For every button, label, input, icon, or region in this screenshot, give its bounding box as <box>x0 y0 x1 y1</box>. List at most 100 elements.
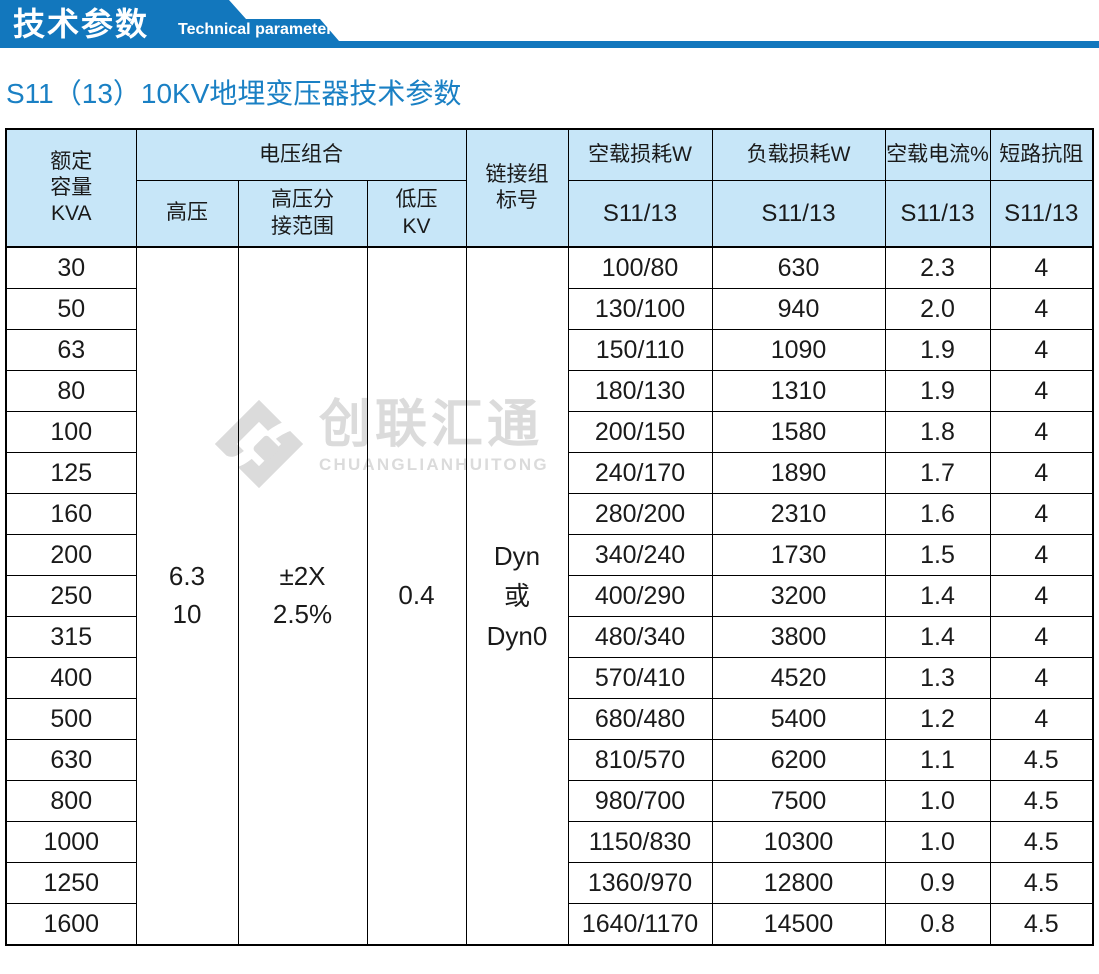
header-series-no-load-current: S11/13 <box>884 180 991 248</box>
capacity-cell: 1600 <box>5 903 137 946</box>
page-subtitle: S11（13）10KV地埋变压器技术参数 <box>6 78 462 109</box>
impedance-cell: 4 <box>989 575 1094 617</box>
table-row: 400 570/410 4520 1.3 4 <box>5 657 1094 699</box>
impedance-cell: 4 <box>989 698 1094 740</box>
impedance-cell: 4 <box>989 534 1094 576</box>
no-load-current-cell: 0.8 <box>884 903 991 946</box>
no-load-loss-cell: 100/80 <box>567 246 713 289</box>
load-loss-cell: 1310 <box>711 370 886 412</box>
table-row: 125 240/170 1890 1.7 4 <box>5 452 1094 494</box>
no-load-loss-cell: 680/480 <box>567 698 713 740</box>
impedance-cell: 4 <box>989 370 1094 412</box>
no-load-loss-cell: 570/410 <box>567 657 713 699</box>
load-loss-cell: 3200 <box>711 575 886 617</box>
header-rated-capacity: 额定 容量 KVA <box>5 128 137 248</box>
header-series-load-loss: S11/13 <box>711 180 886 248</box>
no-load-current-cell: 1.5 <box>884 534 991 576</box>
impedance-cell: 4.5 <box>989 780 1094 822</box>
load-loss-cell: 1580 <box>711 411 886 453</box>
vector-group-cell: Dyn 或 Dyn0 <box>465 246 569 946</box>
capacity-cell: 63 <box>5 329 137 371</box>
capacity-cell: 250 <box>5 575 137 617</box>
no-load-current-cell: 1.4 <box>884 616 991 658</box>
no-load-loss-cell: 150/110 <box>567 329 713 371</box>
hv-tap-range-cell: ±2X 2.5% <box>237 246 368 946</box>
banner-title-en: Technical parameter <box>178 21 333 38</box>
no-load-current-cell: 1.9 <box>884 370 991 412</box>
capacity-cell: 160 <box>5 493 137 535</box>
no-load-loss-cell: 280/200 <box>567 493 713 535</box>
table-row: 160 280/200 2310 1.6 4 <box>5 493 1094 535</box>
capacity-cell: 500 <box>5 698 137 740</box>
high-voltage-cell: 6.3 10 <box>135 246 239 946</box>
table-row: 1000 1150/830 10300 1.0 4.5 <box>5 821 1094 863</box>
no-load-loss-cell: 980/700 <box>567 780 713 822</box>
load-loss-cell: 14500 <box>711 903 886 946</box>
no-load-loss-cell: 1640/1170 <box>567 903 713 946</box>
load-loss-cell: 630 <box>711 246 886 289</box>
impedance-cell: 4.5 <box>989 903 1094 946</box>
load-loss-cell: 3800 <box>711 616 886 658</box>
no-load-current-cell: 1.0 <box>884 821 991 863</box>
no-load-loss-cell: 340/240 <box>567 534 713 576</box>
no-load-loss-cell: 810/570 <box>567 739 713 781</box>
no-load-current-cell: 1.8 <box>884 411 991 453</box>
low-voltage-cell: 0.4 <box>366 246 467 946</box>
load-loss-cell: 1890 <box>711 452 886 494</box>
no-load-current-cell: 1.0 <box>884 780 991 822</box>
impedance-cell: 4.5 <box>989 862 1094 904</box>
capacity-cell: 1000 <box>5 821 137 863</box>
header-vector-group: 链接组 标号 <box>465 128 569 248</box>
impedance-cell: 4 <box>989 616 1094 658</box>
table-row: 800 980/700 7500 1.0 4.5 <box>5 780 1094 822</box>
parameters-table: 额定 容量 KVA 电压组合 链接组 标号 空载损耗W 负载损耗W 空载电流% … <box>5 128 1095 946</box>
capacity-cell: 50 <box>5 288 137 330</box>
no-load-loss-cell: 130/100 <box>567 288 713 330</box>
table-row: 315 480/340 3800 1.4 4 <box>5 616 1094 658</box>
no-load-current-cell: 1.2 <box>884 698 991 740</box>
impedance-cell: 4 <box>989 493 1094 535</box>
table-row: 630 810/570 6200 1.1 4.5 <box>5 739 1094 781</box>
table-row: 1250 1360/970 12800 0.9 4.5 <box>5 862 1094 904</box>
table-row: 100 200/150 1580 1.8 4 <box>5 411 1094 453</box>
header-load-loss: 负载损耗W <box>711 128 886 181</box>
capacity-cell: 80 <box>5 370 137 412</box>
impedance-cell: 4 <box>989 246 1094 289</box>
load-loss-cell: 1090 <box>711 329 886 371</box>
no-load-current-cell: 1.6 <box>884 493 991 535</box>
no-load-current-cell: 1.7 <box>884 452 991 494</box>
load-loss-cell: 7500 <box>711 780 886 822</box>
no-load-current-cell: 2.0 <box>884 288 991 330</box>
impedance-cell: 4 <box>989 329 1094 371</box>
banner-title-zh: 技术参数 <box>13 6 150 42</box>
header-voltage-combination: 电压组合 <box>135 128 467 181</box>
no-load-loss-cell: 1360/970 <box>567 862 713 904</box>
header-high-voltage: 高压 <box>135 180 239 248</box>
header-series-impedance: S11/13 <box>989 180 1094 248</box>
load-loss-cell: 12800 <box>711 862 886 904</box>
table-body: 30 6.3 10 ±2X 2.5% 0.4 Dyn 或 Dyn0 100/80 630 2.… <box>5 246 1094 946</box>
no-load-loss-cell: 240/170 <box>567 452 713 494</box>
capacity-cell: 800 <box>5 780 137 822</box>
impedance-cell: 4 <box>989 452 1094 494</box>
no-load-loss-cell: 200/150 <box>567 411 713 453</box>
no-load-current-cell: 0.9 <box>884 862 991 904</box>
header-short-circuit-impedance: 短路抗阻 <box>989 128 1094 181</box>
table-row: 50 130/100 940 2.0 4 <box>5 288 1094 330</box>
table-row: 63 150/110 1090 1.9 4 <box>5 329 1094 371</box>
table-row: 1600 1640/1170 14500 0.8 4.5 <box>5 903 1094 946</box>
impedance-cell: 4 <box>989 657 1094 699</box>
table-row: 30 6.3 10 ±2X 2.5% 0.4 Dyn 或 Dyn0 100/80 630 2.… <box>5 246 1094 946</box>
load-loss-cell: 10300 <box>711 821 886 863</box>
table-row: 80 180/130 1310 1.9 4 <box>5 370 1094 412</box>
no-load-current-cell: 1.4 <box>884 575 991 617</box>
capacity-cell: 400 <box>5 657 137 699</box>
capacity-cell: 315 <box>5 616 137 658</box>
capacity-cell: 30 <box>5 246 137 289</box>
no-load-current-cell: 2.3 <box>884 246 991 289</box>
table-row: 250 400/290 3200 1.4 4 <box>5 575 1094 617</box>
load-loss-cell: 4520 <box>711 657 886 699</box>
parameters-table-wrap: 额定 容量 KVA 电压组合 链接组 标号 空载损耗W 负载损耗W 空载电流% … <box>5 128 1095 946</box>
impedance-cell: 4.5 <box>989 739 1094 781</box>
section-banner <box>0 0 1099 48</box>
